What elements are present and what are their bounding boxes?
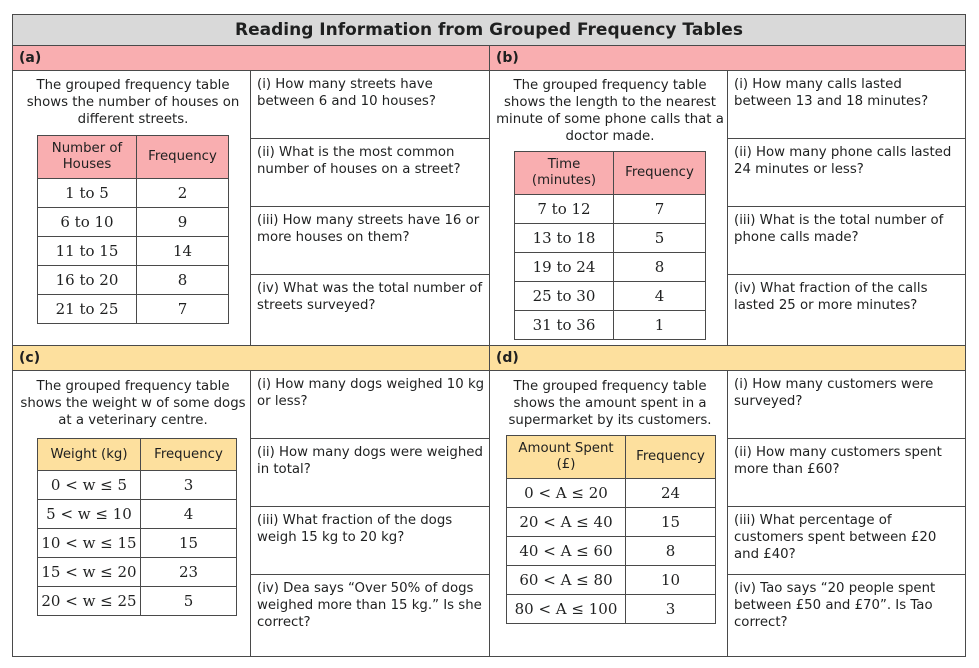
section-a: (a) The grouped frequency table shows th… <box>13 46 489 345</box>
question-item: (iv) Tao says “20 people spent between £… <box>734 581 936 630</box>
table-cell: 0 < A ≤ 20 <box>506 478 626 508</box>
section-b-questions: (i) How many calls lasted between 13 and… <box>727 71 966 345</box>
table-cell: 25 to 30 <box>514 281 614 311</box>
section-b-intro: The grouped frequency table shows the le… <box>496 78 724 144</box>
question-item: (iii) What percentage of customers spent… <box>728 507 966 575</box>
table-cell: 6 to 10 <box>37 207 137 237</box>
question-item: (iii) What is the total number of phone … <box>728 207 966 275</box>
table-cell: 60 < A ≤ 80 <box>506 565 626 595</box>
table-cell: 2 <box>136 178 229 208</box>
section-a-intro: The grouped frequency table shows the nu… <box>26 78 240 127</box>
question-item: (iv) What was the total number of street… <box>257 281 483 313</box>
table-header: Frequency <box>140 438 237 471</box>
table-cell: 7 <box>136 294 229 324</box>
table-header: Frequency <box>613 151 706 195</box>
table-header: Frequency <box>625 435 716 479</box>
question-item: (ii) How many phone calls lasted 24 minu… <box>728 139 966 207</box>
table-header: Frequency <box>136 135 229 179</box>
table-cell: 16 to 20 <box>37 265 137 295</box>
question-item: (ii) What is the most common number of h… <box>251 139 489 207</box>
table-cell: 10 <box>625 565 716 595</box>
table-cell: 21 to 25 <box>37 294 137 324</box>
table-cell: 10 < w ≤ 15 <box>37 528 141 558</box>
question-item: (iii) How many streets have 16 or more h… <box>251 207 489 275</box>
section-c-label: (c) <box>13 346 489 371</box>
table-header: Time (minutes) <box>514 151 614 195</box>
table-cell: 0 < w ≤ 5 <box>37 470 141 500</box>
table-cell: 5 <box>613 223 706 253</box>
question-item: (i) How many dogs weighed 10 kg or less? <box>251 371 489 439</box>
table-cell: 14 <box>136 236 229 266</box>
table-cell: 1 <box>613 310 706 340</box>
section-b-label: (b) <box>490 46 965 71</box>
section-b-table: Time (minutes) Frequency 7 to 12 7 13 to … <box>514 151 706 340</box>
table-header: Amount Spent (£) <box>506 435 626 479</box>
worksheet: Reading Information from Grouped Frequen… <box>12 14 966 657</box>
question-item: (i) How many customers were surveyed? <box>728 371 966 439</box>
question-item: (iii) What fraction of the dogs weigh 15… <box>251 507 489 575</box>
section-a-questions: (i) How many streets have between 6 and … <box>250 71 489 345</box>
table-cell: 7 to 12 <box>514 194 614 224</box>
table-cell: 3 <box>625 594 716 624</box>
section-d: (d) The grouped frequency table shows th… <box>490 346 966 656</box>
section-d-label: (d) <box>490 346 965 371</box>
section-c-intro: The grouped frequency table shows the we… <box>20 379 246 428</box>
question-item: (iv) Dea says “Over 50% of dogs weighed … <box>257 581 482 630</box>
table-cell: 19 to 24 <box>514 252 614 282</box>
question-item: (iv) What fraction of the calls lasted 2… <box>734 281 928 313</box>
table-cell: 11 to 15 <box>37 236 137 266</box>
table-cell: 24 <box>625 478 716 508</box>
table-cell: 4 <box>613 281 706 311</box>
table-cell: 3 <box>140 470 237 500</box>
table-cell: 4 <box>140 499 237 529</box>
section-d-questions: (i) How many customers were surveyed? (i… <box>727 371 966 656</box>
table-cell: 8 <box>625 536 716 566</box>
center-divider <box>489 46 490 656</box>
table-cell: 23 <box>140 557 237 587</box>
table-cell: 7 <box>613 194 706 224</box>
table-cell: 20 < A ≤ 40 <box>506 507 626 537</box>
table-header: Number of Houses <box>37 135 137 179</box>
section-d-intro: The grouped frequency table shows the am… <box>508 379 712 428</box>
table-cell: 13 to 18 <box>514 223 614 253</box>
middle-divider <box>13 345 965 346</box>
question-item: (ii) How many dogs were weighed in total… <box>251 439 489 507</box>
question-item: (i) How many calls lasted between 13 and… <box>728 71 966 139</box>
table-cell: 40 < A ≤ 60 <box>506 536 626 566</box>
table-cell: 31 to 36 <box>514 310 614 340</box>
section-c-questions: (i) How many dogs weighed 10 kg or less?… <box>250 371 489 656</box>
section-c: (c) The grouped frequency table shows th… <box>13 346 489 656</box>
table-cell: 15 <box>140 528 237 558</box>
section-d-table: Amount Spent (£) Frequency 0 < A ≤ 20 24 … <box>506 435 716 624</box>
table-header: Weight (kg) <box>37 438 141 471</box>
worksheet-title: Reading Information from Grouped Frequen… <box>13 15 965 46</box>
table-cell: 20 < w ≤ 25 <box>37 586 141 616</box>
table-cell: 1 to 5 <box>37 178 137 208</box>
table-cell: 9 <box>136 207 229 237</box>
table-cell: 15 <box>625 507 716 537</box>
section-b: (b) The grouped frequency table shows th… <box>490 46 966 345</box>
table-cell: 80 < A ≤ 100 <box>506 594 626 624</box>
table-cell: 5 < w ≤ 10 <box>37 499 141 529</box>
section-a-label: (a) <box>13 46 489 71</box>
table-cell: 8 <box>136 265 229 295</box>
question-item: (ii) How many customers spent more than … <box>728 439 966 507</box>
table-cell: 15 < w ≤ 20 <box>37 557 141 587</box>
question-item: (i) How many streets have between 6 and … <box>251 71 489 139</box>
table-cell: 5 <box>140 586 237 616</box>
table-cell: 8 <box>613 252 706 282</box>
